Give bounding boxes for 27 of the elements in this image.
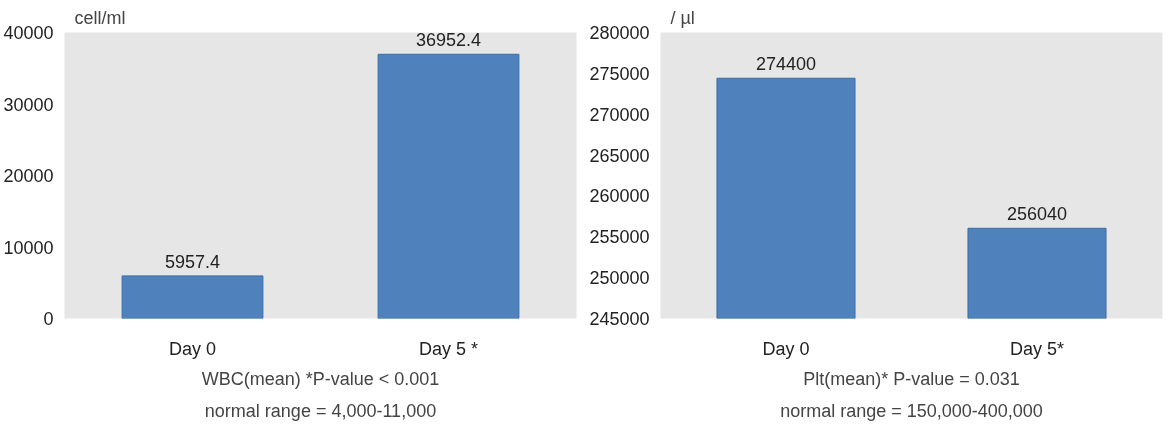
text: WBC(mean) *P-value < 0.001 xyxy=(201,368,440,389)
y-tick-label: 275000 xyxy=(589,63,650,84)
y-tick-label: 280000 xyxy=(589,23,650,43)
data-label: 5957.4 xyxy=(164,251,221,272)
data-label: 274400 xyxy=(755,54,817,75)
text: normal range = 4,000-11,000 xyxy=(204,400,437,421)
y-tick-label: 270000 xyxy=(589,104,650,125)
y-axis-title: / µl xyxy=(670,7,695,28)
y-tick-label: 20000 xyxy=(3,166,54,186)
x-tick-label: Day 0 xyxy=(168,338,217,359)
y-tick-label: 255000 xyxy=(589,227,650,248)
y-tick-label: 10000 xyxy=(3,237,54,258)
y-tick-label: 0 xyxy=(43,309,54,329)
x-tick-label: Day 5 * xyxy=(418,338,479,359)
data-label: 256040 xyxy=(1006,204,1068,225)
y-axis-title: cell/ml xyxy=(74,7,126,28)
text: Plt(mean)* P-value = 0.031 xyxy=(803,368,1020,389)
y-tick-label: 245000 xyxy=(589,309,650,329)
text: normal range = 150,000-400,000 xyxy=(780,400,1043,421)
y-tick-label: 30000 xyxy=(3,94,54,115)
y-tick-label: 260000 xyxy=(589,186,650,207)
y-tick-label: 265000 xyxy=(589,145,650,166)
y-tick-label: 40000 xyxy=(3,23,54,43)
data-label: 36952.4 xyxy=(415,30,482,51)
x-tick-label: Day 5* xyxy=(1009,338,1065,359)
y-tick-label: 250000 xyxy=(589,268,650,289)
x-tick-label: Day 0 xyxy=(762,338,810,359)
